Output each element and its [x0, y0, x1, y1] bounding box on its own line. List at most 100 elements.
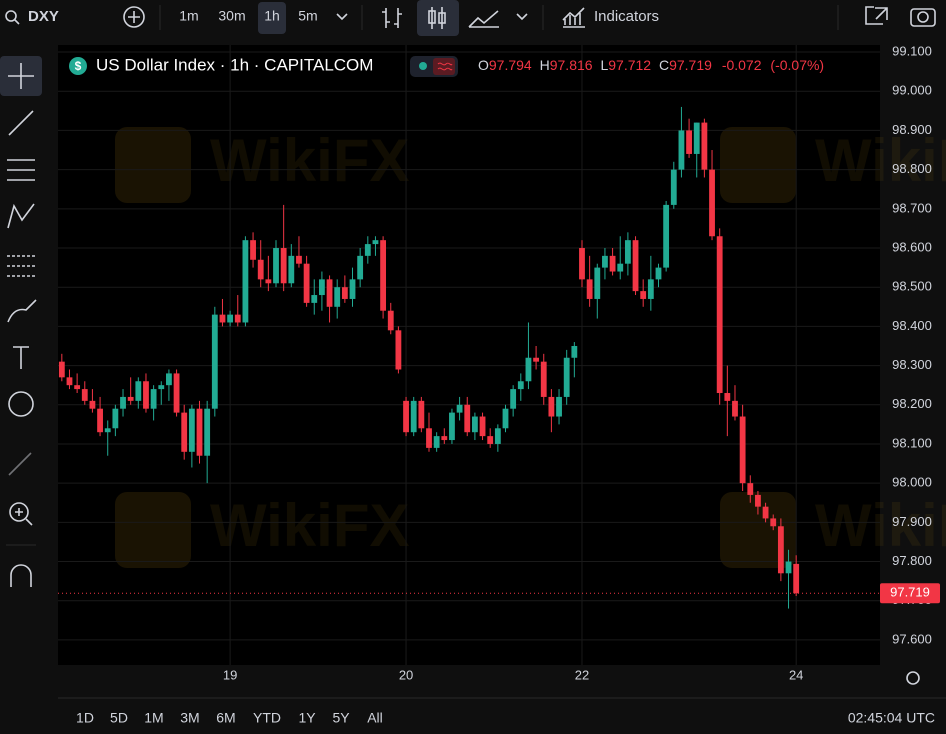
close-value: 97.719 — [669, 57, 712, 73]
ruler-tool[interactable] — [8, 452, 32, 476]
candle-body — [709, 169, 715, 237]
interval[interactable]: 1m — [179, 8, 198, 24]
candle-body — [104, 428, 111, 433]
candle-body — [81, 389, 88, 401]
clock: 02:45:04 UTC — [848, 710, 935, 726]
range-button[interactable]: 3M — [180, 710, 199, 726]
range-button[interactable]: 5Y — [332, 710, 350, 726]
camera-lens — [917, 11, 929, 23]
indicators-button[interactable]: Indicators — [594, 8, 659, 25]
y-tick-label: 99.000 — [892, 83, 932, 98]
candle-body — [150, 389, 157, 409]
search-icon-handle — [14, 19, 20, 25]
add-symbol[interactable] — [123, 6, 145, 28]
candle-body — [724, 393, 731, 401]
candle-body — [196, 408, 203, 456]
symbol[interactable]: DXY — [28, 8, 59, 25]
candle-body — [670, 169, 677, 205]
y-tick-label: 98.800 — [892, 161, 932, 176]
watermark-logo — [115, 127, 191, 203]
candle-body — [181, 412, 188, 452]
interval-active — [258, 2, 286, 34]
candle-body — [74, 385, 81, 390]
candle-body — [204, 408, 211, 456]
candle-body — [357, 255, 364, 280]
low-value: 97.712 — [608, 57, 651, 73]
brush-tool[interactable] — [7, 299, 37, 323]
candle-body — [693, 122, 700, 154]
candle-body — [426, 428, 432, 448]
candle-body — [227, 314, 234, 323]
candle-body — [395, 330, 402, 370]
candle-body — [586, 279, 593, 299]
chevron[interactable] — [516, 13, 528, 21]
range-button[interactable]: 5D — [110, 710, 128, 726]
candle-body — [112, 408, 119, 429]
zoom-tool[interactable] — [9, 502, 29, 522]
candle-body — [785, 561, 792, 574]
open-value: 97.794 — [489, 57, 532, 73]
range-button[interactable]: 1D — [76, 710, 94, 726]
candle-body — [303, 263, 310, 303]
candle-body — [762, 506, 769, 519]
candle-body — [502, 408, 509, 429]
candle-body — [211, 314, 218, 409]
high-value: 97.816 — [550, 57, 593, 73]
wave — [437, 62, 453, 71]
chevron[interactable] — [336, 13, 348, 21]
text-tool[interactable] — [13, 346, 29, 369]
y-tick-label: 97.800 — [892, 553, 932, 568]
candle-body — [739, 416, 746, 484]
search-icon[interactable] — [5, 10, 17, 22]
fullscreen-icon[interactable] — [865, 6, 888, 25]
interval[interactable]: 1h — [264, 8, 280, 24]
candle-body — [770, 518, 777, 527]
range-button[interactable]: 1Y — [298, 710, 316, 726]
candle-body — [716, 236, 723, 394]
bars-icon[interactable] — [382, 8, 402, 28]
candle-body — [456, 404, 463, 413]
interval[interactable]: 30m — [218, 8, 245, 24]
candle-body — [487, 436, 494, 444]
ohlc-label: O — [478, 57, 489, 73]
range-button[interactable]: 6M — [216, 710, 235, 726]
candle-body — [517, 381, 524, 390]
candle-body — [617, 263, 624, 272]
fib-tool[interactable] — [7, 159, 35, 181]
range-button[interactable]: All — [367, 710, 383, 726]
interval[interactable]: 5m — [298, 8, 317, 24]
candle-body — [732, 400, 738, 417]
candle-body — [97, 408, 103, 433]
candle-body — [319, 279, 325, 296]
candle-body — [556, 396, 562, 417]
candle-body — [449, 412, 455, 441]
candle-body — [349, 279, 356, 299]
camera-icon[interactable] — [910, 8, 936, 27]
candle-body — [364, 244, 371, 256]
settings-icon[interactable] — [906, 671, 920, 685]
range-button[interactable]: YTD — [253, 710, 281, 726]
candle-body — [433, 436, 440, 448]
y-tick-label: 98.500 — [892, 279, 932, 294]
crosshair-tool[interactable] — [8, 63, 34, 89]
pattern-tool[interactable] — [7, 203, 35, 229]
last-price-label: 97.719 — [890, 585, 930, 600]
magnet-tool[interactable] — [10, 564, 32, 587]
candle-body — [403, 400, 409, 433]
area-icon[interactable] — [468, 10, 499, 28]
ohlc-label: L — [600, 57, 608, 73]
emoji-tool[interactable] — [8, 391, 34, 417]
indicators-icon[interactable] — [562, 7, 585, 28]
candle-body — [188, 408, 195, 452]
range-button[interactable]: 1M — [144, 710, 163, 726]
candle-body — [571, 345, 578, 358]
trendline-tool[interactable] — [8, 110, 34, 136]
candle-body — [624, 240, 631, 264]
candle-body — [755, 494, 761, 507]
candle-body — [640, 291, 647, 299]
top-bar: DXY 1m 30m 1h 5m Indicators — [5, 0, 936, 36]
candle-body — [311, 295, 318, 303]
candle-body — [418, 400, 425, 429]
candle-body — [280, 248, 287, 284]
candle-body — [747, 483, 754, 495]
